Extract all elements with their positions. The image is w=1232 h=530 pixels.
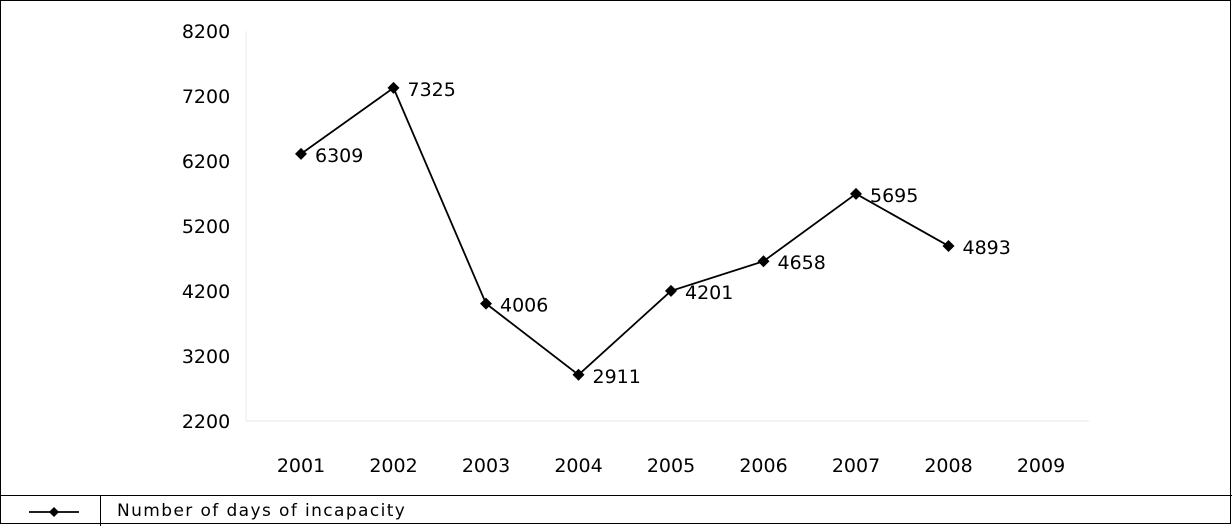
x-tick-label: 2006 — [739, 455, 787, 477]
data-label: 4201 — [685, 282, 733, 304]
data-point-marker — [850, 187, 862, 200]
data-point-marker — [295, 147, 307, 160]
y-axis-ticks: 8200 7200 6200 5200 4200 3200 2200 — [182, 21, 230, 433]
data-point-marker — [572, 368, 585, 381]
x-tick-label: 2003 — [462, 455, 510, 477]
data-point-marker — [942, 239, 955, 252]
y-tick-label: 7200 — [182, 86, 230, 108]
series-layer: 6309 7325 4006 2911 4201 4658 5695 4893 — [295, 79, 1011, 388]
data-label: 2911 — [593, 366, 641, 388]
data-point-marker — [757, 255, 770, 268]
y-tick-label: 6200 — [182, 151, 230, 173]
legend: Number of days of incapacity — [1, 495, 1232, 526]
data-label: 7325 — [408, 79, 456, 101]
data-label: 6309 — [315, 145, 363, 167]
series-line — [300, 86, 949, 376]
data-point-marker — [480, 297, 492, 310]
legend-symbol-cell — [1, 496, 101, 526]
y-tick-label: 8200 — [182, 21, 230, 43]
x-tick-label: 2005 — [647, 455, 695, 477]
data-point-marker — [665, 284, 677, 297]
y-tick-label: 2200 — [182, 411, 230, 433]
data-label: 4893 — [963, 237, 1011, 259]
y-tick-label: 3200 — [182, 346, 230, 368]
legend-marker-icon — [29, 507, 79, 517]
y-tick-label: 5200 — [182, 216, 230, 238]
data-label: 4006 — [500, 295, 548, 317]
data-label: 5695 — [870, 185, 918, 207]
x-tick-label: 2009 — [1017, 455, 1065, 477]
x-tick-label: 2004 — [554, 455, 602, 477]
x-tick-label: 2002 — [369, 455, 417, 477]
x-tick-label: 2008 — [924, 455, 972, 477]
y-tick-label: 4200 — [182, 281, 230, 303]
x-tick-label: 2007 — [832, 455, 880, 477]
data-label: 4658 — [778, 252, 826, 274]
x-tick-label: 2001 — [277, 455, 325, 477]
x-axis-ticks: 2001 2002 2003 2004 2005 2006 2007 2008 2009 — [277, 455, 1065, 477]
legend-label: Number of days of incapacity — [117, 501, 407, 521]
data-point-marker — [387, 81, 400, 94]
